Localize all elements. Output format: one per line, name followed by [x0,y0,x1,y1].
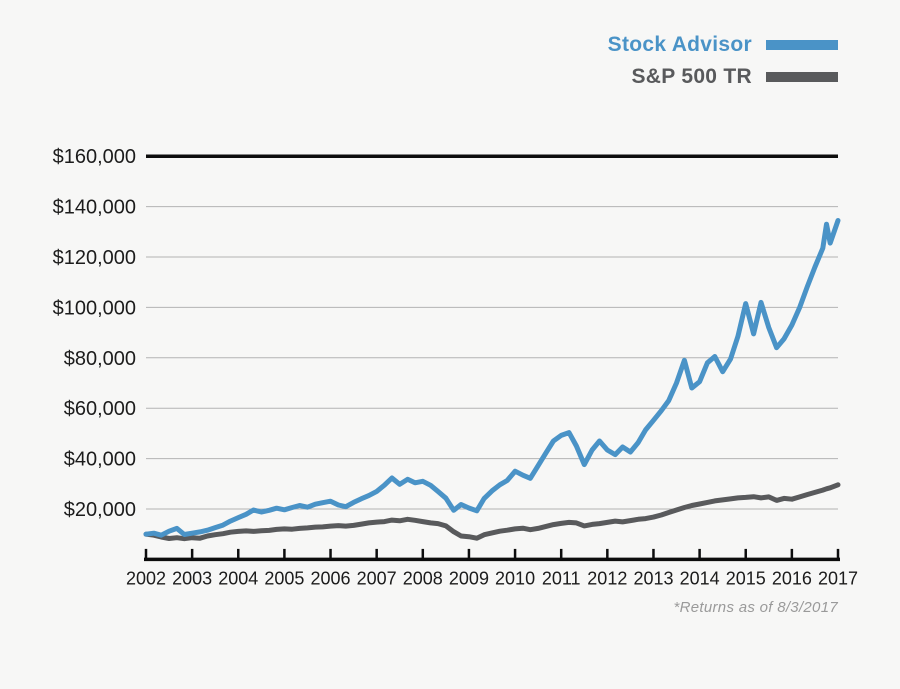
x-axis-label: 2006 [311,568,351,588]
x-axis-label: 2012 [587,568,627,588]
x-axis-label: 2005 [264,568,304,588]
x-axis-label: 2004 [218,568,258,588]
x-axis-label: 2002 [126,568,166,588]
legend-label-stock-advisor: Stock Advisor [607,32,752,56]
legend-item-stock-advisor: Stock Advisor [608,33,838,56]
y-axis-label: $40,000 [64,449,136,471]
x-axis-label: 2017 [818,568,858,588]
y-axis-label: $100,000 [53,297,136,319]
x-axis-label: 2003 [172,568,212,588]
x-axis-label: 2013 [633,568,673,588]
series-line-s-p-500-tr [143,482,841,542]
x-axis-label: 2008 [403,568,443,588]
x-axis-label: 2014 [680,568,720,588]
legend-item-sp500: S&P 500 TR [608,65,838,88]
footnote-returns-date: *Returns as of 8/3/2017 [673,599,838,616]
y-axis-label: $160,000 [53,146,136,168]
x-axis-label: 2010 [495,568,535,588]
x-axis-label: 2007 [357,568,397,588]
y-axis-label: $120,000 [53,247,136,269]
legend-swatch-sp500 [766,71,838,82]
y-axis-label: $20,000 [64,499,136,521]
legend: Stock Advisor S&P 500 TR [608,33,838,88]
x-axis-label: 2016 [772,568,812,588]
y-axis-label: $80,000 [64,348,136,370]
y-axis-label: $60,000 [64,398,136,420]
x-axis-label: 2015 [726,568,766,588]
x-axis-label: 2009 [449,568,489,588]
legend-swatch-stock-advisor [766,39,838,50]
y-axis-label: $140,000 [53,197,136,219]
x-axis-label: 2011 [542,568,581,588]
series-line-stock-advisor [143,218,841,538]
legend-label-sp500: S&P 500 TR [631,64,752,88]
